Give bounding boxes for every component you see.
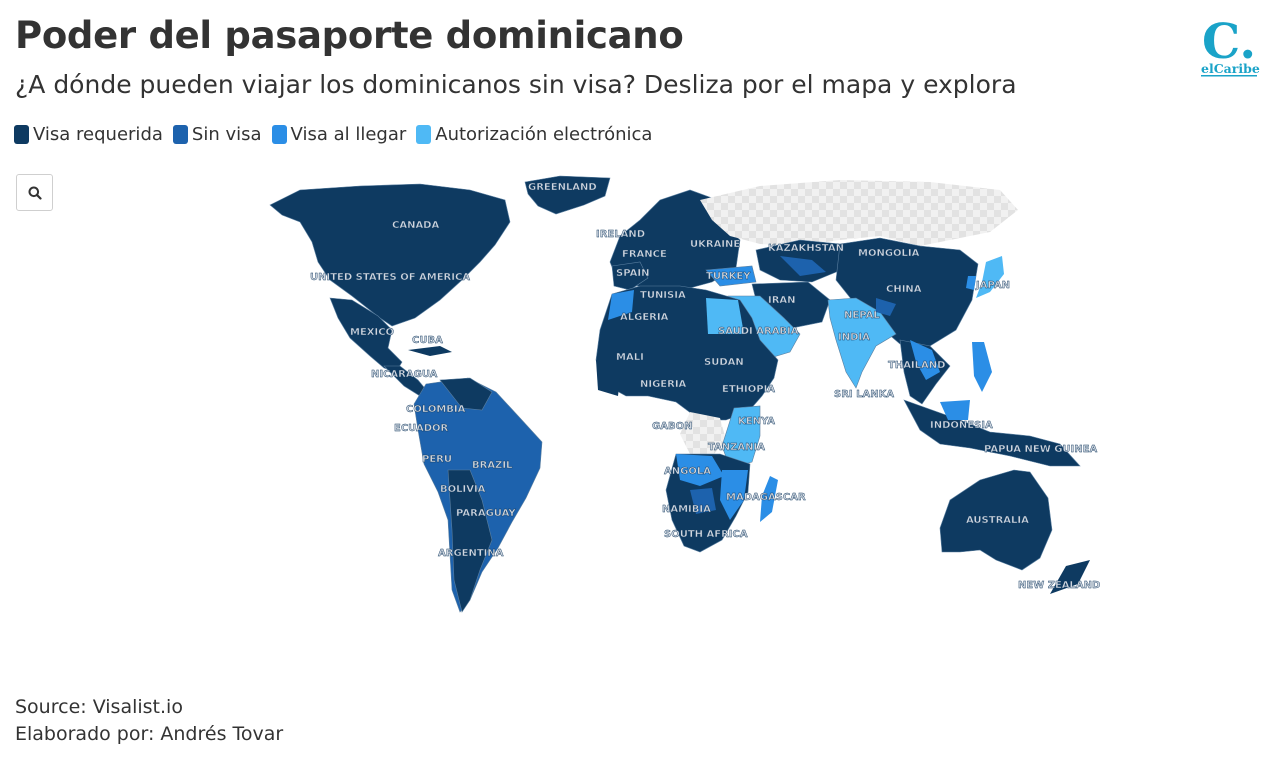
- map-label: ARGENTINA: [438, 548, 504, 559]
- region-new-zealand[interactable]: [1050, 560, 1090, 594]
- map-label: PERU: [422, 454, 452, 465]
- map-label: NAMIBIA: [662, 504, 711, 515]
- region-russia[interactable]: [700, 180, 1018, 246]
- map-label: FRANCE: [622, 249, 667, 260]
- map-label: PARAGUAY: [456, 508, 516, 519]
- map-label: GABON: [652, 421, 692, 432]
- map-label: TURKEY: [706, 271, 751, 282]
- legend-label: Sin visa: [191, 124, 262, 145]
- map-label: NEPAL: [844, 310, 880, 321]
- map-label: BOLIVIA: [440, 484, 486, 495]
- map-label: NEW ZEALAND: [1018, 580, 1100, 591]
- legend-item-visa-on-arrival: Visa al llegar: [271, 124, 407, 145]
- search-icon: [28, 186, 42, 200]
- map-label: SRI LANKA: [834, 389, 894, 400]
- region-indochina[interactable]: [910, 340, 940, 380]
- legend: Visa requerida Sin visa Visa al llegar A…: [14, 124, 652, 145]
- region-india[interactable]: [827, 297, 897, 389]
- world-map[interactable]: GREENLAND CANADA UNITED STATES OF AMERIC…: [200, 168, 1150, 628]
- footer: Source: Visalist.io Elaborado por: André…: [15, 694, 283, 748]
- map-label: ECUADOR: [394, 423, 449, 434]
- legend-label: Visa requerida: [33, 124, 163, 145]
- region-botswana[interactable]: [690, 488, 716, 514]
- legend-item-eta: Autorización electrónica: [416, 124, 652, 145]
- map-label: SPAIN: [616, 268, 649, 279]
- map-label: UNITED STATES OF AMERICA: [310, 272, 470, 283]
- map-label: MALI: [616, 352, 644, 363]
- map-label: SUDAN: [704, 357, 744, 368]
- legend-item-visa-required: Visa requerida: [14, 124, 163, 145]
- map-label: UKRAINE: [690, 239, 740, 250]
- map-label: TUNISIA: [640, 290, 686, 301]
- map-labels: GREENLAND CANADA UNITED STATES OF AMERIC…: [310, 182, 1101, 591]
- map-label: CHINA: [886, 284, 922, 295]
- region-australia[interactable]: [939, 469, 1053, 571]
- legend-label: Autorización electrónica: [435, 124, 653, 145]
- legend-swatch: [416, 125, 432, 144]
- map-label: SOUTH AFRICA: [664, 529, 748, 540]
- region-malaysia[interactable]: [940, 400, 970, 420]
- map-label: GREENLAND: [528, 182, 597, 193]
- region-caucasus-kg[interactable]: [780, 256, 826, 276]
- region-philippines[interactable]: [972, 342, 992, 392]
- map-label: COLOMBIA: [406, 404, 466, 415]
- region-iberia[interactable]: [611, 261, 649, 291]
- legend-swatch: [172, 125, 188, 144]
- page-subtitle: ¿A dónde pueden viajar los dominicanos s…: [15, 70, 1017, 99]
- map-label: CANADA: [392, 220, 439, 231]
- map-label: TANZANIA: [708, 442, 765, 453]
- region-morocco-egypt[interactable]: [608, 290, 634, 320]
- map-label: NIGERIA: [640, 379, 687, 390]
- legend-swatch: [14, 125, 29, 144]
- map-label: INDIA: [838, 332, 870, 343]
- map-label: CUBA: [412, 335, 443, 346]
- map-search-button[interactable]: [16, 174, 53, 211]
- region-greenland[interactable]: [524, 175, 611, 215]
- map-label: NICARAGUA: [371, 369, 438, 380]
- map-label: PAPUA NEW GUINEA: [984, 444, 1097, 455]
- region-madagascar[interactable]: [760, 476, 778, 522]
- region-south-asia-visafree[interactable]: [876, 298, 896, 316]
- region-korea[interactable]: [966, 276, 976, 290]
- map-label: MONGOLIA: [858, 248, 920, 259]
- region-africa-central[interactable]: [680, 412, 726, 454]
- map-label: INDONESIA: [930, 420, 993, 431]
- region-southern-africa-mixed[interactable]: [676, 454, 748, 520]
- svg-text:elCaribe: elCaribe: [1201, 61, 1260, 76]
- map-label: KAZAKHSTAN: [768, 243, 844, 254]
- map-label: MEXICO: [350, 327, 394, 338]
- source-note: Source: Visalist.io: [15, 696, 183, 718]
- map-label: ANGOLA: [664, 466, 711, 477]
- svg-text:C.: C.: [1202, 16, 1256, 70]
- map-label: IRELAND: [596, 229, 645, 240]
- region-west-africa[interactable]: [596, 360, 620, 396]
- map-label: THAILAND: [888, 360, 945, 371]
- map-label: AUSTRALIA: [966, 515, 1029, 526]
- legend-swatch: [271, 125, 287, 144]
- map-label: KENYA: [738, 416, 775, 427]
- map-label: IRAN: [768, 295, 796, 306]
- region-caribbean[interactable]: [408, 346, 452, 356]
- map-label: BRAZIL: [472, 460, 513, 471]
- map-label: MADAGASCAR: [726, 492, 806, 503]
- elcaribe-logo: C. elCaribe: [1201, 16, 1260, 77]
- region-east-africa[interactable]: [721, 405, 761, 469]
- page-title: Poder del pasaporte dominicano: [15, 14, 684, 57]
- legend-item-no-visa: Sin visa: [172, 124, 262, 145]
- map-label: ALGERIA: [620, 312, 669, 323]
- region-japan[interactable]: [976, 256, 1004, 298]
- region-egypt[interactable]: [706, 298, 744, 334]
- region-north-america[interactable]: [269, 183, 511, 327]
- map-label: SAUDI ARABIA: [718, 326, 799, 337]
- map-label: JAPAN: [975, 280, 1010, 291]
- credit-note: Elaborado por: Andrés Tovar: [15, 723, 284, 745]
- region-indonesia[interactable]: [903, 399, 1081, 467]
- map-label: ETHIOPIA: [722, 384, 775, 395]
- legend-label: Visa al llegar: [290, 124, 407, 145]
- region-south-america-visa-required[interactable]: [439, 377, 493, 613]
- region-turkey[interactable]: [705, 265, 757, 287]
